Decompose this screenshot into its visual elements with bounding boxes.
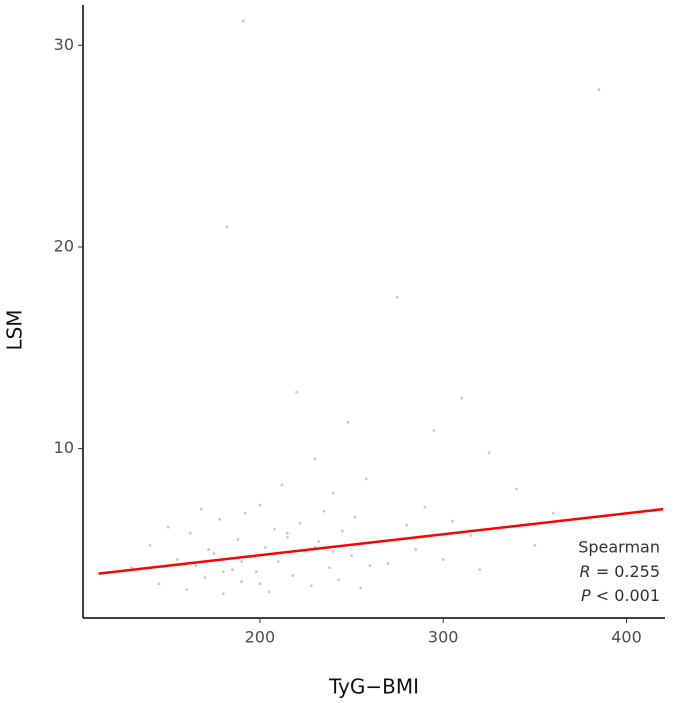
point <box>188 531 192 535</box>
point <box>194 564 198 567</box>
point <box>148 544 152 547</box>
point <box>267 590 271 594</box>
point <box>346 421 350 424</box>
point <box>221 570 225 574</box>
point <box>207 548 210 551</box>
point <box>487 451 491 455</box>
point <box>337 578 341 582</box>
point <box>298 521 302 525</box>
point <box>225 225 229 229</box>
point <box>460 396 463 400</box>
annotation-p: P < 0.001 <box>581 586 660 605</box>
point <box>313 457 317 461</box>
point <box>597 88 601 92</box>
y-axis-title: LSM <box>3 309 27 350</box>
point <box>273 527 276 531</box>
point <box>130 566 133 569</box>
point <box>285 531 289 535</box>
point <box>240 560 243 563</box>
y-tick-label: 10 <box>54 438 74 457</box>
point <box>203 576 207 580</box>
x-tick-label: 400 <box>611 628 642 647</box>
point <box>368 564 372 567</box>
point <box>176 558 179 561</box>
annotation-p-symbol: P <box>581 586 591 605</box>
point <box>364 477 368 481</box>
point <box>263 546 267 549</box>
point <box>478 568 482 572</box>
point <box>353 515 357 519</box>
point <box>241 19 245 23</box>
annotation-r: R = 0.255 <box>579 562 660 581</box>
point <box>359 586 363 590</box>
point <box>280 483 284 487</box>
point <box>218 517 221 521</box>
point <box>309 584 313 588</box>
point <box>243 511 247 515</box>
point <box>386 562 390 565</box>
annotation-p-value: < 0.001 <box>596 586 660 605</box>
point <box>276 560 280 563</box>
point <box>340 529 344 533</box>
point <box>236 537 240 541</box>
annotation-r-symbol: R <box>579 562 590 581</box>
point <box>230 568 234 572</box>
x-tick-label: 200 <box>245 628 276 647</box>
point <box>450 519 454 523</box>
y-tick-label: 30 <box>54 35 74 54</box>
annotation-r-value: = 0.255 <box>596 562 660 581</box>
point <box>221 592 225 596</box>
annotation-method: Spearman <box>578 538 660 557</box>
point <box>441 558 445 561</box>
point <box>258 582 262 586</box>
point <box>432 429 436 432</box>
fit-line <box>98 507 664 575</box>
point <box>405 523 408 527</box>
point <box>423 505 427 509</box>
point <box>551 511 555 515</box>
point <box>331 491 335 495</box>
point <box>185 588 188 592</box>
point <box>212 552 216 555</box>
point <box>395 295 399 299</box>
point <box>515 487 518 491</box>
point <box>240 580 243 584</box>
point <box>322 509 326 513</box>
point <box>331 550 335 553</box>
x-axis-title: TyG−BMI <box>328 675 419 699</box>
point <box>166 525 170 529</box>
point <box>533 544 537 547</box>
y-tick-label: 20 <box>54 236 74 255</box>
point <box>258 503 262 507</box>
point <box>199 507 203 511</box>
point <box>157 582 161 586</box>
point <box>414 548 418 551</box>
point <box>350 554 353 557</box>
point <box>295 390 298 394</box>
point <box>469 533 473 537</box>
point <box>254 570 258 574</box>
point <box>291 574 295 578</box>
x-tick-label: 300 <box>428 628 459 647</box>
point <box>285 535 289 539</box>
point <box>328 566 331 569</box>
point <box>317 539 320 543</box>
